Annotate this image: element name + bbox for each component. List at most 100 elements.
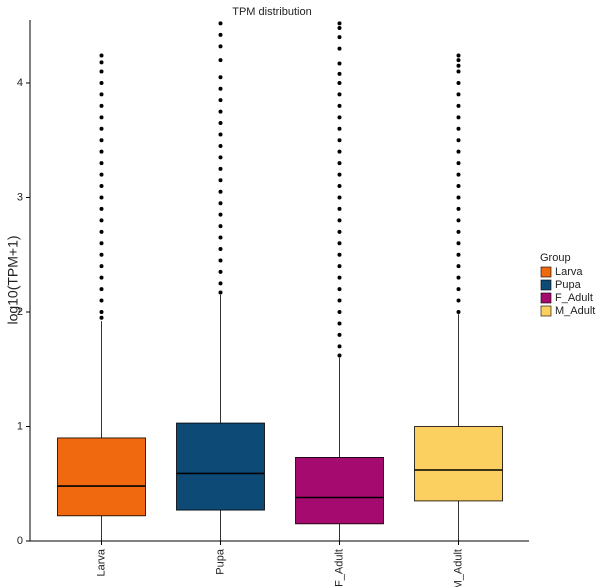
outlier (337, 218, 342, 223)
outlier (337, 149, 342, 154)
y-tick-label: 4 (17, 77, 23, 89)
outlier (337, 195, 342, 200)
outlier (218, 212, 223, 217)
legend-swatch (540, 305, 552, 317)
outlier (337, 21, 342, 26)
outlier (218, 269, 223, 274)
outlier (218, 166, 223, 171)
outlier (337, 353, 342, 358)
outlier (456, 138, 461, 143)
outlier (456, 241, 461, 246)
outlier (218, 132, 223, 137)
outlier (337, 287, 342, 292)
outlier (337, 61, 342, 66)
outlier (456, 126, 461, 131)
outlier (337, 92, 342, 97)
outlier (218, 290, 223, 295)
outlier (337, 229, 342, 234)
outlier (99, 218, 104, 223)
outlier (218, 21, 223, 26)
outlier (218, 178, 223, 183)
outlier (218, 247, 223, 252)
box (295, 457, 384, 525)
outlier (456, 149, 461, 154)
legend-swatch (540, 292, 552, 304)
outlier (337, 206, 342, 211)
outlier (218, 281, 223, 286)
x-tick-label: M_Adult (452, 549, 464, 587)
outlier (99, 309, 104, 314)
chart-title: TPM distribution (232, 6, 311, 18)
outlier (218, 121, 223, 126)
outlier (337, 115, 342, 120)
outlier (337, 35, 342, 40)
outlier (456, 115, 461, 120)
outlier (99, 53, 104, 58)
outlier (456, 206, 461, 211)
outlier (218, 143, 223, 148)
outlier (456, 298, 461, 303)
y-tick-label: 0 (17, 535, 23, 547)
outlier (337, 309, 342, 314)
outlier (456, 103, 461, 108)
outlier (99, 264, 104, 269)
outlier (337, 264, 342, 269)
outlier (456, 80, 461, 85)
outlier (99, 229, 104, 234)
outlier (218, 201, 223, 206)
outlier (99, 252, 104, 257)
box (57, 437, 146, 517)
outlier (218, 75, 223, 80)
outlier (456, 309, 461, 314)
outlier (99, 315, 104, 320)
outlier (218, 58, 223, 63)
outlier (99, 69, 104, 74)
outlier (99, 195, 104, 200)
outlier (218, 98, 223, 103)
outlier (99, 126, 104, 131)
outlier (456, 252, 461, 257)
outlier (99, 275, 104, 280)
outlier (99, 103, 104, 108)
outlier (99, 206, 104, 211)
legend-swatch (540, 279, 552, 291)
outlier (337, 275, 342, 280)
outlier (218, 86, 223, 91)
outlier (456, 184, 461, 189)
outlier (218, 109, 223, 114)
legend-swatch (540, 266, 552, 278)
y-tick-label: 1 (17, 420, 23, 432)
outlier (337, 71, 342, 76)
outlier (456, 229, 461, 234)
outlier (337, 344, 342, 349)
outlier (99, 172, 104, 177)
outlier (99, 149, 104, 154)
outlier (99, 92, 104, 97)
legend-title: Group (540, 252, 571, 264)
outlier (456, 264, 461, 269)
outlier (337, 103, 342, 108)
outlier (456, 218, 461, 223)
outlier (218, 155, 223, 160)
outlier (337, 80, 342, 85)
outlier (456, 275, 461, 280)
outlier (99, 298, 104, 303)
x-tick-label: Pupa (214, 548, 226, 575)
legend-label: F_Adult (555, 292, 593, 304)
outlier (218, 235, 223, 240)
x-tick-label: F_Adult (333, 549, 345, 587)
outlier (337, 26, 342, 31)
outlier (456, 63, 461, 68)
outlier (337, 172, 342, 177)
outlier (337, 184, 342, 189)
outlier (337, 241, 342, 246)
outlier (99, 60, 104, 65)
outlier (218, 32, 223, 37)
outlier (337, 252, 342, 257)
y-tick-label: 2 (17, 306, 23, 318)
outlier (456, 161, 461, 166)
outlier (337, 138, 342, 143)
outlier (456, 69, 461, 74)
y-tick-label: 3 (17, 191, 23, 203)
